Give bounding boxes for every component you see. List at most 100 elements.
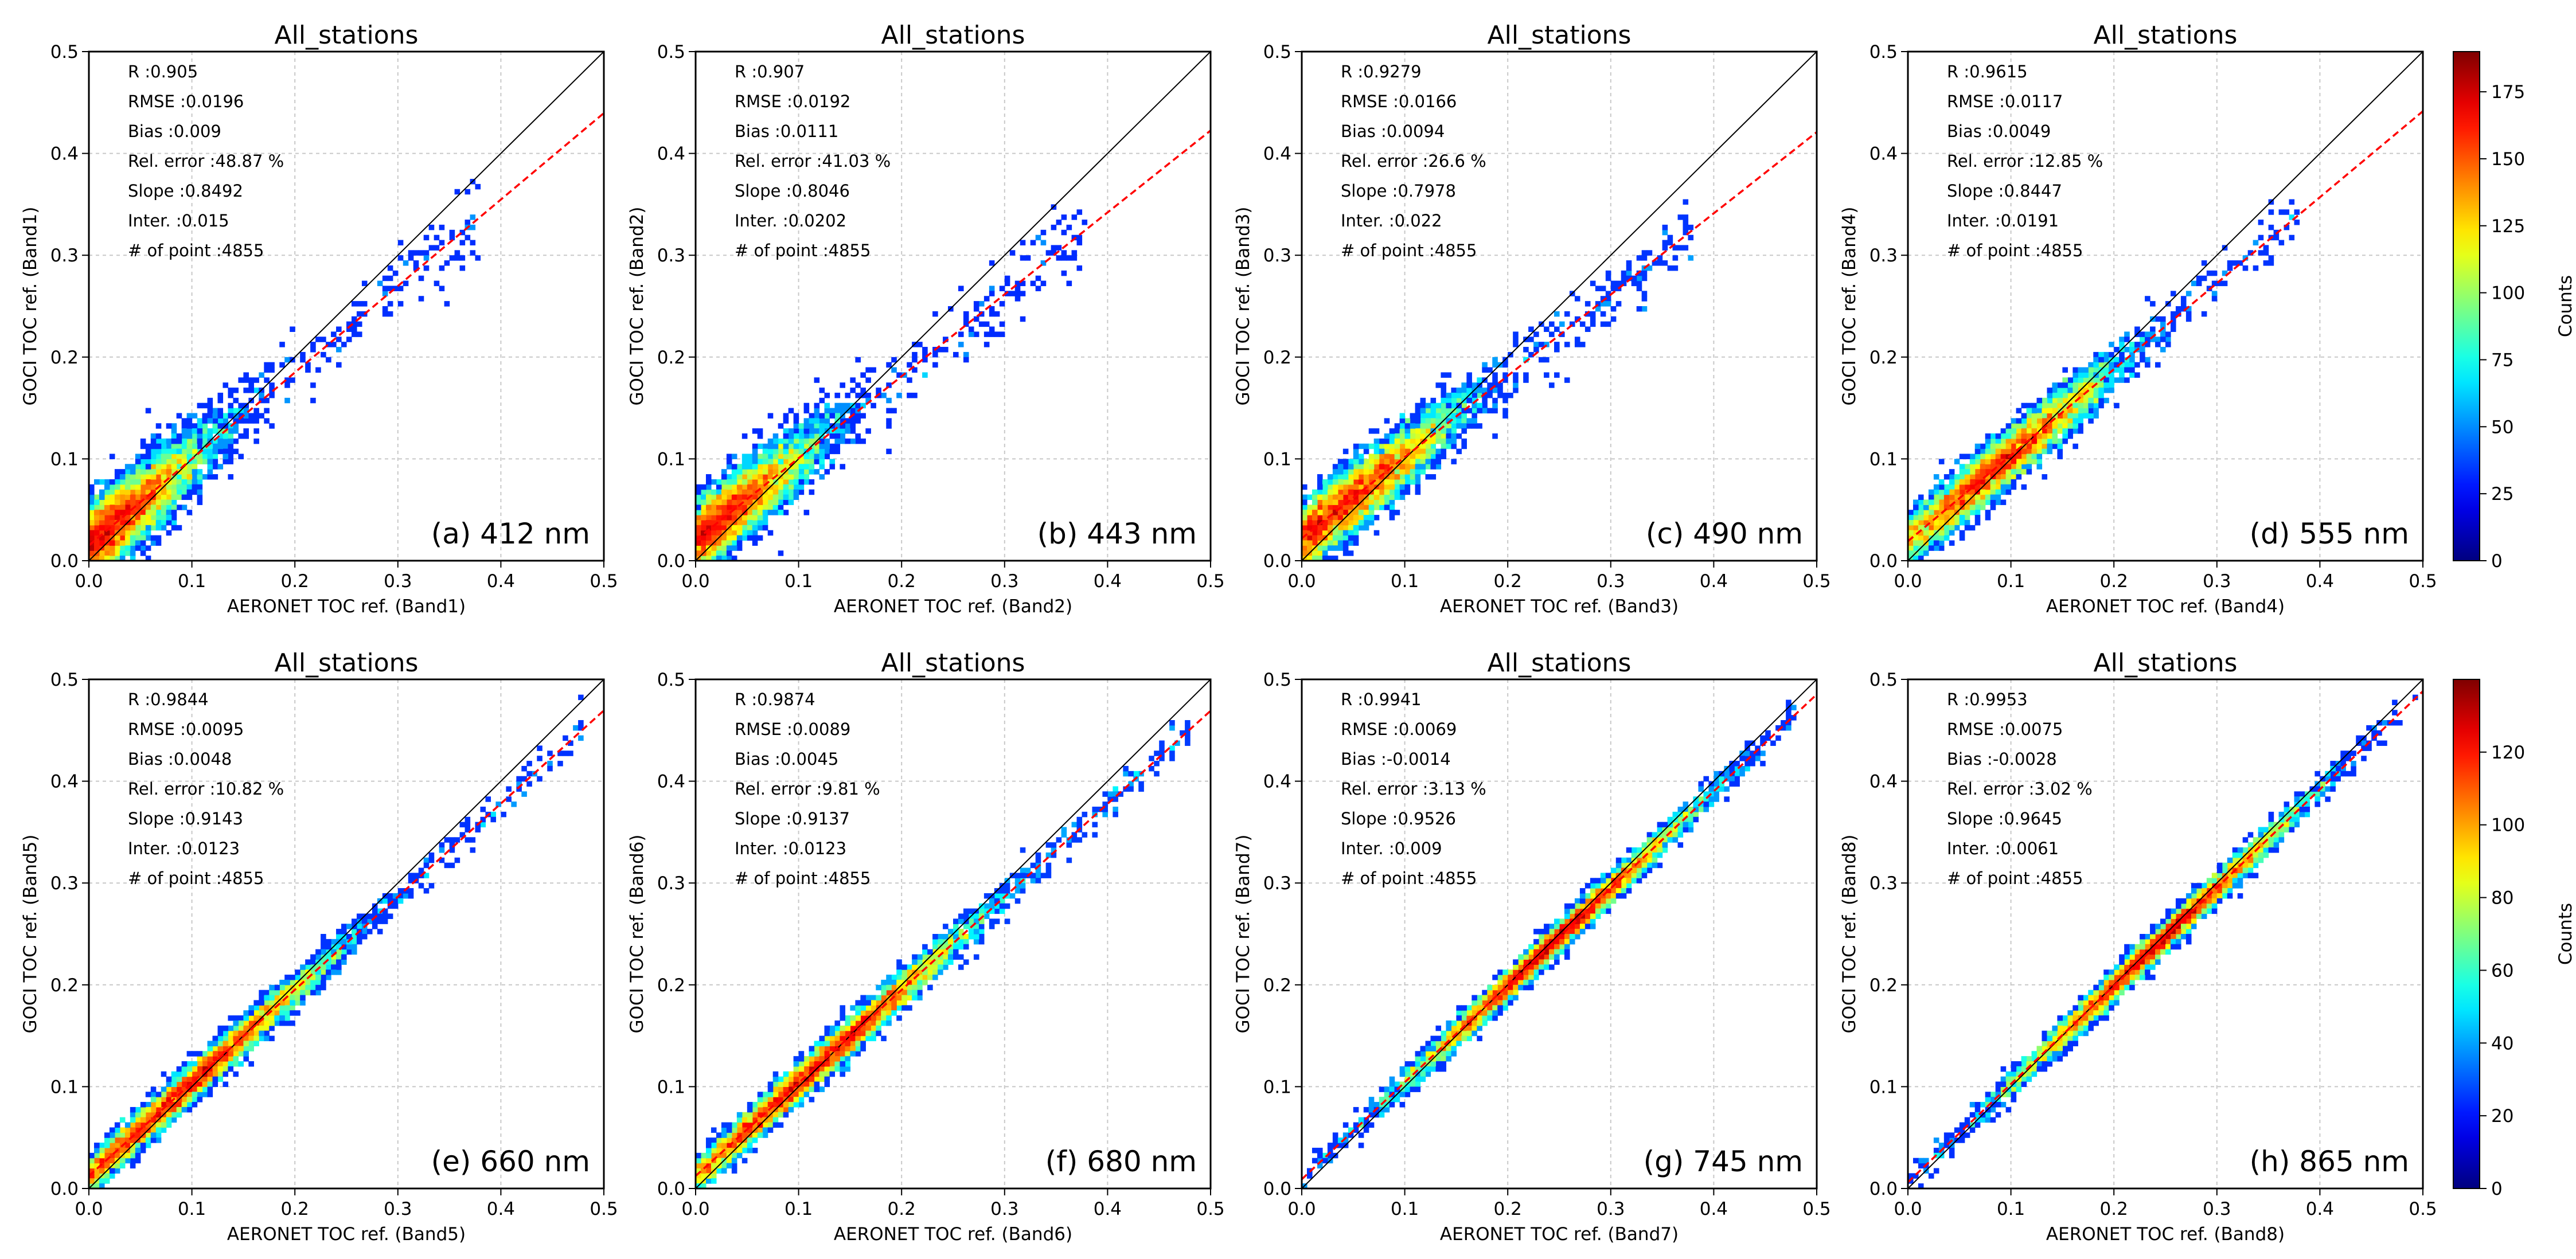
heatmap-cell [2016,469,2022,475]
heatmap-cell [356,321,362,327]
heatmap-cell [135,1117,141,1123]
heatmap-cell [793,448,799,455]
heatmap-cell [1441,1066,1447,1072]
heatmap-cell [716,525,722,531]
heatmap-cell [819,438,825,444]
heatmap-cell [114,1168,120,1174]
heatmap-cell [326,964,331,970]
heatmap-cell [1672,832,1679,838]
heatmap-cell [1332,515,1338,521]
heatmap-cell [731,1163,737,1169]
heatmap-cell [176,484,182,490]
heatmap-cell [736,510,743,515]
heatmap-cell [228,443,234,449]
heatmap-cell [351,949,357,955]
heatmap-cell [181,428,188,434]
heatmap-cell [2109,377,2114,383]
heatmap-cell [181,479,188,485]
heatmap-cell [845,1015,850,1021]
heatmap-cell [2021,469,2027,475]
heatmap-cell [1035,878,1041,883]
heatmap-cell [1020,847,1026,853]
heatmap-cell [1985,448,1991,455]
heatmap-cell [1384,438,1390,444]
one-to-one-line [89,52,604,561]
heatmap-cell [1420,397,1426,404]
heatmap-cell [767,1081,774,1087]
heatmap-cell [361,301,368,307]
heatmap-cell [912,357,918,363]
heatmap-cell [1441,1051,1447,1057]
heatmap-cell [1373,459,1380,464]
heatmap-cell [762,1112,768,1118]
heatmap-cell [1744,740,1750,746]
heatmap-cell [803,479,810,485]
heatmap-cell [1539,959,1544,965]
heatmap-cell [809,438,815,444]
heatmap-cell [119,535,126,541]
heatmap-cell [1107,796,1113,802]
heatmap-cell [150,505,157,510]
heatmap-cell [1446,443,1452,449]
heatmap-cell [392,903,399,909]
heatmap-cell [2057,1020,2063,1026]
heatmap-cell [927,949,933,955]
heatmap-cell [326,342,331,347]
heatmap-cell [130,519,136,526]
heatmap-cell [341,944,347,950]
heatmap-cell [2062,413,2068,419]
heatmap-cell [449,255,455,261]
heatmap-cell [1332,530,1338,536]
heatmap-cell [1610,873,1617,878]
heatmap-cell [752,1117,758,1123]
heatmap-cell [99,519,105,526]
heatmap-cell [1533,964,1539,970]
heatmap-cell [1435,413,1442,419]
heatmap-cell [1477,1035,1482,1042]
heatmap-cell [783,484,789,490]
heatmap-cell [1569,934,1575,940]
heatmap-cell [2103,382,2109,388]
heatmap-cell [1523,959,1529,965]
heatmap-cell [757,433,763,439]
heatmap-cell [439,842,445,848]
heatmap-cell [716,1137,722,1143]
heatmap-cell [783,443,789,449]
heatmap-cell [726,499,732,505]
heatmap-cell [351,316,357,322]
heatmap-cell [840,1025,846,1031]
heatmap-cell [793,428,799,434]
heatmap-cell [860,995,866,1001]
heatmap-cell [2284,224,2290,230]
heatmap-cell [124,474,131,480]
heatmap-cell [752,453,758,459]
heatmap-cell [973,331,979,337]
heatmap-cell [470,847,476,853]
stat-line: Slope :0.8492 [128,181,243,201]
heatmap-cell [1584,908,1591,914]
heatmap-cell [1004,275,1010,281]
heatmap-cell [1415,402,1421,409]
one-to-one-line [696,52,1211,561]
heatmap-cell [752,540,758,546]
heatmap-cell [1030,240,1036,246]
heatmap-cell [130,1127,136,1133]
heatmap-cell [1943,474,1950,480]
heatmap-cell [1332,1143,1338,1148]
heatmap-cell [973,918,979,924]
heatmap-cell [973,316,979,322]
stat-line: Bias :0.0094 [1341,122,1445,141]
heatmap-cell [2119,342,2125,347]
heatmap-cell [711,1163,717,1169]
heatmap-cell [212,1076,218,1082]
heatmap-cell [186,510,193,515]
heatmap-cell [305,979,311,986]
heatmap-cell [700,1158,707,1164]
heatmap-cell [1389,484,1395,490]
heatmap-cell [2042,1041,2048,1046]
heatmap-cell [2134,969,2140,975]
heatmap-cell [1342,484,1349,490]
heatmap-cell [1415,469,1421,475]
heatmap-cell [1949,510,1955,515]
heatmap-cell [1456,1015,1462,1021]
